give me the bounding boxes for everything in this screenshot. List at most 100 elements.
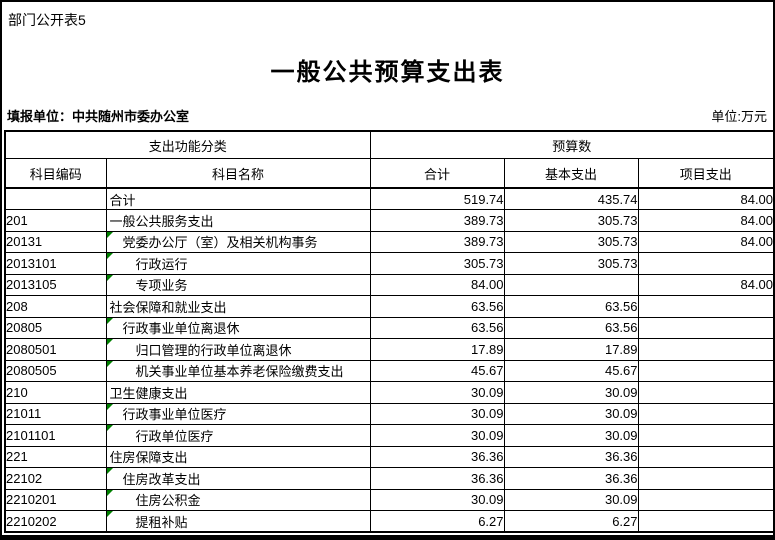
basic-expenditure-cell: [503, 273, 639, 296]
table-row: 20805 行政事业单位离退休 63.56 63.56: [4, 316, 773, 339]
project-expenditure-cell: [637, 252, 773, 275]
total-cell: 45.67: [369, 359, 505, 382]
header-columns-row: 科目编码 科目名称 合计 基本支出 项目支出: [4, 158, 773, 189]
cell-flag-triangle-icon: [107, 231, 113, 238]
col-header-subject-name: 科目名称: [105, 158, 371, 189]
project-expenditure-cell: [637, 402, 773, 425]
subject-name-cell: 党委办公厅（室）及相关机构事务: [105, 230, 371, 253]
basic-expenditure-cell: 17.89: [503, 338, 639, 361]
total-cell: 30.09: [369, 424, 505, 447]
subject-name-text: 行政单位医疗: [135, 428, 214, 444]
header-group-row: 支出功能分类 预算数: [4, 130, 773, 159]
table-row: 2080505 机关事业单位基本养老保险缴费支出 45.67 45.67: [4, 359, 773, 382]
subject-name-cell: 行政事业单位医疗: [105, 402, 371, 425]
total-cell: 63.56: [369, 295, 505, 318]
cell-flag-triangle-icon: [107, 425, 113, 431]
subject-name-cell: 住房保障支出: [105, 445, 371, 468]
project-expenditure-cell: [637, 359, 773, 382]
cell-flag-triangle-icon: [107, 403, 113, 410]
cell-flag-triangle-icon: [107, 511, 113, 517]
total-cell: 17.89: [369, 338, 505, 361]
subject-code-cell: 2013105: [4, 273, 107, 296]
unit-label: 单位:万元: [711, 109, 767, 124]
subject-code-cell: 20805: [4, 316, 107, 339]
project-expenditure-cell: [637, 445, 773, 468]
project-expenditure-cell: 84.00: [637, 209, 773, 232]
subject-name-text: 一般公共服务支出: [109, 213, 214, 229]
project-expenditure-cell: [637, 424, 773, 447]
subject-name-cell: 专项业务: [105, 273, 371, 296]
subject-name-text: 专项业务: [135, 278, 188, 294]
subject-code-cell: 221: [4, 445, 107, 468]
subject-name-cell: 卫生健康支出: [105, 381, 371, 404]
col-header-basic-expenditure: 基本支出: [503, 158, 639, 189]
project-expenditure-cell: [637, 316, 773, 339]
basic-expenditure-cell: 63.56: [503, 316, 639, 339]
table-row: 208 社会保障和就业支出 63.56 63.56: [4, 295, 773, 318]
table-row: 2013101 行政运行 305.73 305.73: [4, 252, 773, 275]
basic-expenditure-cell: 63.56: [503, 295, 639, 318]
table-row: 2080501 归口管理的行政单位离退休 17.89 17.89: [4, 338, 773, 361]
subject-name-text: 机关事业单位基本养老保险缴费支出: [135, 364, 344, 380]
subject-name-text: 行政运行: [135, 256, 188, 272]
budget-table: 支出功能分类 预算数 科目编码 科目名称 合计 基本支出 项目支出 合计 519…: [4, 130, 773, 533]
subject-code-cell: 2210201: [4, 488, 107, 511]
subject-name-cell: 行政事业单位离退休: [105, 316, 371, 339]
subject-code-cell: 208: [4, 295, 107, 318]
cell-flag-triangle-icon: [107, 253, 113, 259]
project-expenditure-cell: 84.00: [637, 187, 773, 210]
subject-name-text: 卫生健康支出: [109, 385, 188, 401]
basic-expenditure-cell: 30.09: [503, 402, 639, 425]
basic-expenditure-cell: 30.09: [503, 488, 639, 511]
subject-name-text: 住房改革支出: [122, 471, 201, 487]
meta-row: 填报单位：中共随州市委办公室 单位:万元: [7, 106, 767, 125]
subject-code-cell: 21011: [4, 402, 107, 425]
subject-name-text: 党委办公厅（室）及相关机构事务: [122, 235, 318, 251]
table-row: 2013105 专项业务 84.00 84.00: [4, 273, 773, 296]
budget-figures-header: 预算数: [369, 130, 773, 159]
subject-code-cell: 2101101: [4, 424, 107, 447]
basic-expenditure-cell: 36.36: [503, 467, 639, 490]
cell-flag-triangle-icon: [107, 468, 113, 474]
project-expenditure-cell: [637, 295, 773, 318]
subject-name-cell: 合计: [105, 187, 371, 210]
project-expenditure-cell: [637, 510, 773, 533]
table-row: 合计 519.74 435.74 84.00: [4, 187, 773, 210]
basic-expenditure-cell: 30.09: [503, 381, 639, 404]
reporting-unit-label: 填报单位：中共随州市委办公室: [7, 109, 190, 124]
basic-expenditure-cell: 30.09: [503, 424, 639, 447]
subject-name-cell: 住房改革支出: [105, 467, 371, 490]
basic-expenditure-cell: 305.73: [503, 209, 639, 232]
total-cell: 389.73: [369, 230, 505, 253]
subject-name-text: 住房公积金: [135, 493, 201, 509]
function-class-header: 支出功能分类: [4, 130, 371, 159]
project-expenditure-cell: 84.00: [637, 273, 773, 296]
subject-name-text: 归口管理的行政单位离退休: [135, 342, 292, 358]
table-row: 2210202 提租补贴 6.27 6.27: [4, 510, 773, 533]
subject-code-cell: 201: [4, 209, 107, 232]
subject-name-text: 行政事业单位医疗: [122, 407, 227, 423]
subject-name-text: 行政事业单位离退休: [122, 321, 240, 337]
subject-name-cell: 社会保障和就业支出: [105, 295, 371, 318]
project-expenditure-cell: [637, 467, 773, 490]
col-header-total: 合计: [369, 158, 505, 189]
subject-name-cell: 行政单位医疗: [105, 424, 371, 447]
cell-flag-triangle-icon: [107, 317, 113, 324]
subject-name-cell: 机关事业单位基本养老保险缴费支出: [105, 359, 371, 382]
table-row: 2210201 住房公积金 30.09 30.09: [4, 488, 773, 511]
subject-code-cell: 2210202: [4, 510, 107, 533]
cell-flag-triangle-icon: [107, 274, 113, 281]
table-row: 22102 住房改革支出 36.36 36.36: [4, 467, 773, 490]
table-row: 2101101 行政单位医疗 30.09 30.09: [4, 424, 773, 447]
basic-expenditure-cell: 45.67: [503, 359, 639, 382]
project-expenditure-cell: [637, 338, 773, 361]
cell-flag-triangle-icon: [107, 489, 113, 496]
table-body: 合计 519.74 435.74 84.00 201 一般公共服务支出 389.…: [4, 187, 773, 533]
total-cell: 36.36: [369, 445, 505, 468]
subject-name-cell: 住房公积金: [105, 488, 371, 511]
sheet-label: 部门公开表5: [8, 12, 86, 28]
total-cell: 30.09: [369, 381, 505, 404]
page-title: 一般公共预算支出表: [270, 59, 505, 86]
subject-name-text: 住房保障支出: [109, 450, 188, 466]
